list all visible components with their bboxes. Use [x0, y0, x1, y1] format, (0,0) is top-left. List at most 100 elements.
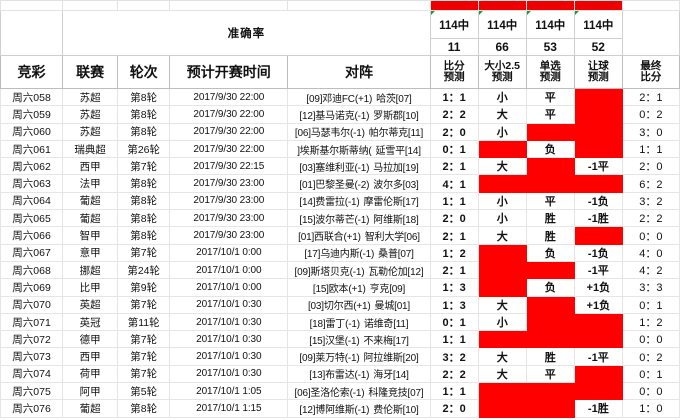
cell-final-score: 0：0: [621, 382, 680, 401]
cell-handicap-prediction: +1负: [573, 278, 623, 297]
table-row[interactable]: 周六061 瑞典超 第26轮 2017/9/30 22:00]埃斯基尔斯蒂纳(延雪平[…: [0, 139, 680, 159]
table-row[interactable]: 周六065 葡超 第8轮 2017/9/30 23:00 [15]波尔蒂芒(-1) 阿维斯…: [0, 209, 680, 228]
match-away-team: 帕尔蒂克[11]: [368, 128, 424, 140]
cell-score-prediction: 2：0: [429, 122, 479, 141]
match-away-team: 科隆竞技[07]: [368, 387, 424, 399]
cell-score-prediction: 1：1: [429, 191, 479, 211]
cell-round: 第7轮: [117, 243, 171, 262]
cell-match: [01]西联合(+1) 智利大学[06]: [287, 226, 431, 245]
cell-round: 第8轮: [117, 191, 171, 211]
cell-time: 2017/10/1 0:30: [169, 295, 289, 314]
match-home-team: [14]费雷拉(-1): [299, 197, 360, 209]
table-row[interactable]: 周六067 意甲 第7轮 2017/10/1 0:00 [17]乌迪内斯(-1) 桑普[0…: [0, 243, 680, 262]
cell-score-prediction: 2：2: [429, 105, 479, 124]
cell-time: 2017/9/30 23:00: [169, 226, 289, 245]
cell-match: [18]雷丁(-1) 诺维奇[11]: [287, 312, 431, 332]
cell-single-prediction: 胜: [525, 157, 575, 176]
cell-match: [12]博阿维斯(-1) 费伦斯[10]: [287, 399, 431, 418]
match-away-team: 智利大学[06]: [364, 232, 420, 244]
table-row[interactable]: 周六066 智甲 第8轮 2017/9/30 23:00 [01]西联合(+1) 智利大学…: [0, 226, 680, 245]
hit-label-overunder: 114中: [477, 10, 527, 39]
cell-jingcai: 周六071: [0, 312, 64, 332]
cell-handicap-prediction: -1平: [573, 260, 623, 280]
col-header-round[interactable]: 轮次: [117, 55, 171, 89]
table-row[interactable]: 周六068 挪超 第24轮 2017/10/1 0:00 [09]斯塔贝克(-1) 瓦勒伦…: [0, 260, 680, 280]
cell-score-prediction: 1：3: [429, 295, 479, 314]
col-header-final-score[interactable]: 最终 比分: [621, 55, 680, 89]
cell-jingcai: 周六067: [0, 243, 64, 262]
cell-match: [09]邓迪FC(+1) 哈茨[07]: [287, 87, 431, 107]
cell-handicap-prediction: -1负: [573, 191, 623, 211]
cell-time: 2017/10/1 0:30: [169, 312, 289, 332]
cell-single-prediction: 平: [525, 382, 575, 401]
table-row[interactable]: 周六059 苏超 第8轮 2017/9/30 22:00 [12]基马诺克(-1) 罗斯郡…: [0, 105, 680, 124]
cell-final-score: 4：2: [621, 260, 680, 280]
cell-handicap-prediction: -1负: [573, 105, 623, 124]
cell-single-prediction: 负: [525, 139, 575, 159]
col-header-jingcai[interactable]: 竞彩: [0, 55, 64, 89]
cell-overunder-prediction: 小: [477, 399, 527, 418]
col-header-league[interactable]: 联赛: [62, 55, 119, 89]
table-row[interactable]: 周六071 英冠 第11轮 2017/10/1 0:30 [18]雷丁(-1) 诺维奇[1…: [0, 312, 680, 332]
top-band-row: [0, 0, 680, 11]
table-row[interactable]: 周六075 阿甲 第5轮 2017/10/1 1:05 [06]圣洛伦索(-1) 科隆竞技…: [0, 382, 680, 401]
cell-match: [06]马瑟韦尔(-1) 帕尔蒂克[11]: [287, 122, 431, 141]
band-cell: [169, 0, 289, 11]
cell-overunder-prediction: 小: [477, 87, 527, 107]
cell-score-prediction: 4：1: [429, 174, 479, 193]
table-row[interactable]: 周六073 西甲 第7轮 2017/10/1 0:30 [09]莱万特(-1) 阿拉维斯[…: [0, 347, 680, 366]
cell-handicap-prediction: -2胜: [573, 174, 623, 193]
table-row[interactable]: 周六076 葡超 第8轮 2017/10/1 1:15 [12]博阿维斯(-1) 费伦斯[…: [0, 399, 680, 418]
cell-match: [06]圣洛伦索(-1) 科隆竞技[07]: [287, 382, 431, 401]
cell-overunder-prediction: 小: [477, 191, 527, 211]
cell-overunder-prediction: 大: [477, 174, 527, 193]
table-row[interactable]: 周六072 德甲 第7轮 2017/10/1 0:30 [15]汉堡(-1) 不来梅[17…: [0, 330, 680, 349]
red-header-bar: [525, 0, 575, 11]
table-row[interactable]: 周六069 比甲 第9轮 2017/10/1 0:00 [15]欧本(+1) 亨克[09]…: [0, 278, 680, 297]
cell-jingcai: 周六065: [0, 209, 64, 228]
table-row[interactable]: 周六064 葡超 第8轮 2017/9/30 23:00 [14]费雷拉(-1) 摩雷伦斯…: [0, 191, 680, 211]
col-header-time[interactable]: 预计开赛时间: [169, 55, 289, 89]
cell-league: 瑞典超: [62, 139, 119, 159]
cell-time: 2017/9/30 22:15: [169, 157, 289, 176]
cell-single-prediction: 胜: [525, 209, 575, 228]
match-home-team: [18]雷丁(-1): [309, 318, 360, 330]
table-row[interactable]: 周六062 西甲 第7轮 2017/9/30 22:15 [03]塞维利亚(-1) 马拉加…: [0, 157, 680, 176]
match-home-team: [15]波尔蒂芒(-1): [299, 214, 370, 226]
match-away-team: 不来梅[17]: [363, 335, 409, 347]
table-row[interactable]: 周六070 英超 第7轮 2017/10/1 0:30 [03]切尔西(+1) 曼城[01…: [0, 295, 680, 314]
table-row[interactable]: 周六058 苏超 第8轮 2017/9/30 22:00 [09]邓迪FC(+1) 哈茨[…: [0, 87, 680, 107]
cell-round: 第7轮: [117, 295, 171, 314]
cell-overunder-prediction: 大: [477, 243, 527, 262]
table-row[interactable]: 周六063 法甲 第8轮 2017/9/30 23:00 [01]巴黎圣曼(-2) 波尔多…: [0, 174, 680, 193]
cell-league: 西甲: [62, 347, 119, 366]
cell-league: 葡超: [62, 209, 119, 228]
match-away-team: 罗斯郡[10]: [373, 110, 419, 122]
cell-round: 第26轮: [117, 139, 171, 159]
cell-overunder-prediction: 小: [477, 209, 527, 228]
col-header-score-pred[interactable]: 比分 预测: [429, 55, 479, 89]
cell-overunder-prediction: 大: [477, 295, 527, 314]
cell-score-prediction: 2：1: [429, 226, 479, 245]
table-row[interactable]: 周六074 荷甲 第7轮 2017/10/1 0:30 [13]布雷达(-1) 海牙[14…: [0, 364, 680, 384]
table-row[interactable]: 周六060 苏超 第8轮 2017/9/30 22:00 [06]马瑟韦尔(-1) 帕尔蒂…: [0, 122, 680, 141]
cell-time: 2017/10/1 0:00: [169, 260, 289, 280]
red-header-bar: [429, 0, 479, 11]
cell-overunder-prediction: 小: [477, 312, 527, 332]
cell-handicap-prediction: -1胜: [573, 122, 623, 141]
col-header-match[interactable]: 对阵: [287, 55, 431, 89]
cell-handicap-prediction: -1负: [573, 382, 623, 401]
match-home-team: [03]塞维利亚(-1): [299, 162, 370, 174]
col-header-handicap-pred[interactable]: 让球 预测: [573, 55, 623, 89]
cell-round: 第7轮: [117, 330, 171, 349]
cell-time: 2017/9/30 23:00: [169, 191, 289, 211]
cell-league: 苏超: [62, 87, 119, 107]
cell-time: 2017/9/30 22:00: [169, 139, 289, 159]
match-away-team: 曼城[01]: [374, 301, 411, 313]
col-header-single-pred[interactable]: 单选 预测: [525, 55, 575, 89]
cell-league: 比甲: [62, 278, 119, 297]
col-header-ou-pred[interactable]: 大小2.5 预测: [477, 55, 527, 89]
cell-round: 第24轮: [117, 260, 171, 280]
match-away-team: 瓦勒伦加[12]: [368, 266, 424, 278]
cell-round: 第8轮: [117, 105, 171, 124]
